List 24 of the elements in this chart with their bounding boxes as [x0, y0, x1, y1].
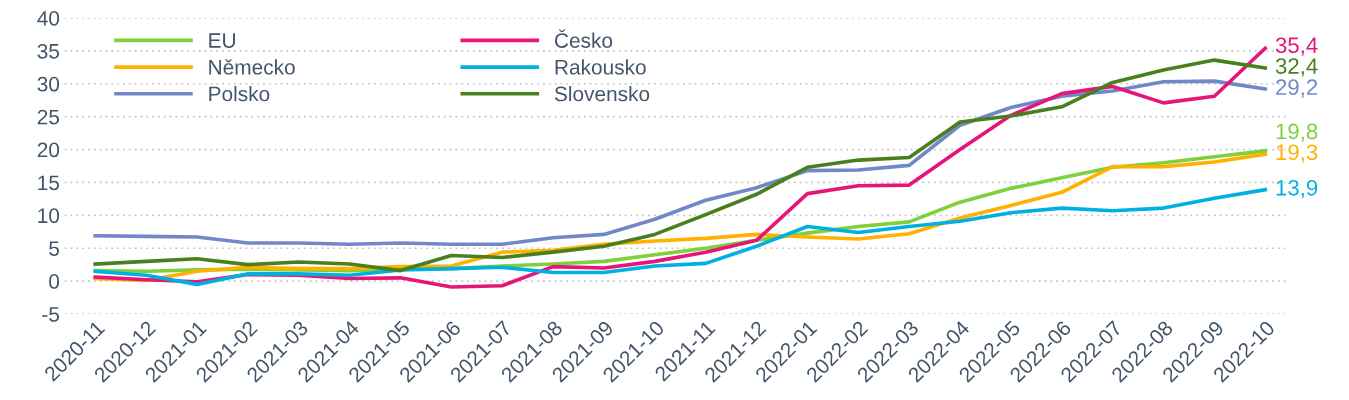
y-tick-label: 15: [38, 175, 60, 191]
line-series: [93, 79, 1268, 247]
line-series: [93, 187, 1268, 287]
legend-label: Česko: [555, 29, 613, 48]
y-tick-label: 0: [49, 274, 60, 289]
legend-label: Rakousko: [555, 59, 646, 75]
data-label: 19,3: [1276, 144, 1318, 163]
legend-label: Slovensko: [554, 86, 650, 102]
data-label: 32,4: [1275, 58, 1318, 77]
y-tick-label: 10: [38, 208, 60, 224]
y-tick-label: 20: [37, 142, 60, 158]
legend-label: Polsko: [209, 86, 270, 102]
y-tick-label: -5: [42, 307, 60, 322]
data-label: 13,9: [1276, 179, 1318, 199]
data-label: 35,4: [1275, 37, 1318, 56]
y-tick-label: 40: [37, 11, 60, 26]
legend-label: Německo: [209, 59, 295, 75]
data-label: 19,8: [1276, 123, 1318, 142]
y-tick-label: 25: [37, 109, 60, 125]
data-label: 29,2: [1276, 79, 1318, 98]
legend-label: EU: [209, 33, 235, 48]
y-tick-label: 5: [49, 241, 60, 256]
y-tick-label: 35: [37, 43, 60, 59]
y-tick-label: 30: [37, 76, 60, 92]
